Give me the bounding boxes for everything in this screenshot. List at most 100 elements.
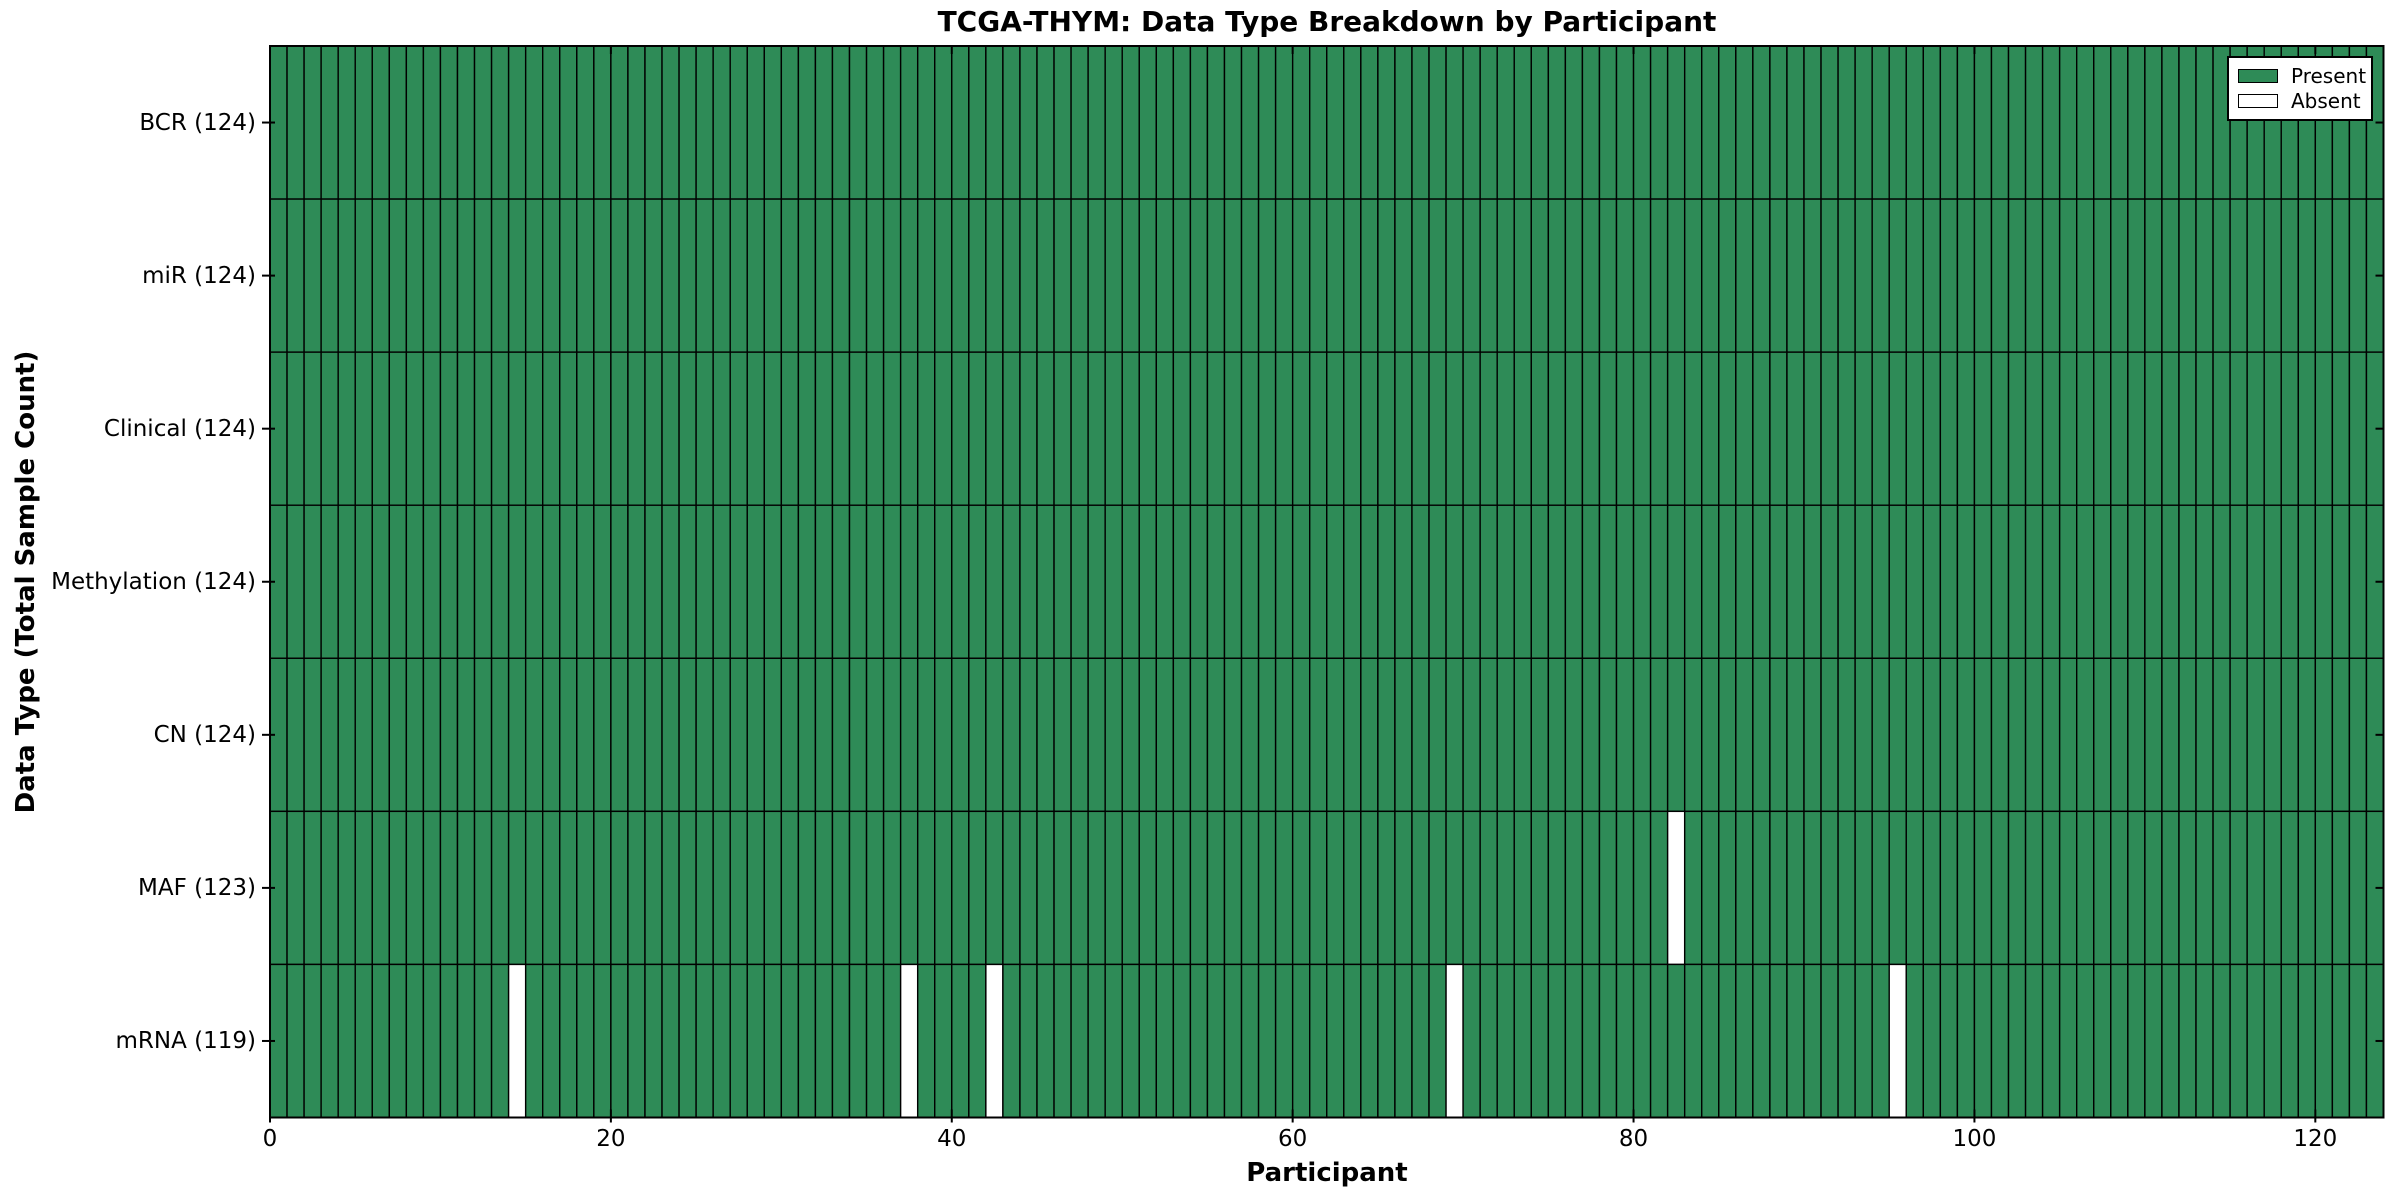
matrix-cell xyxy=(644,810,663,966)
matrix-cell xyxy=(2093,810,2112,966)
matrix-cell xyxy=(848,198,868,353)
matrix-cell xyxy=(1973,198,1993,353)
matrix-cell xyxy=(1479,657,1498,813)
matrix-cell xyxy=(337,504,356,659)
matrix-cell xyxy=(1411,351,1430,506)
matrix-cell xyxy=(1683,810,1703,966)
matrix-cell xyxy=(1428,657,1447,813)
matrix-cell xyxy=(1309,963,1328,1119)
matrix-cell xyxy=(746,198,765,353)
matrix-cell xyxy=(1240,504,1260,659)
matrix-cell xyxy=(1905,963,1925,1119)
matrix-cell xyxy=(1172,657,1192,813)
matrix-cell xyxy=(1121,504,1140,659)
matrix-cell xyxy=(1291,657,1311,813)
matrix-cell xyxy=(542,810,561,966)
matrix-cell xyxy=(1615,963,1635,1119)
matrix-cell xyxy=(1666,351,1686,506)
matrix-cell xyxy=(2314,810,2334,966)
matrix-cell xyxy=(1735,810,1754,966)
matrix-cell xyxy=(2178,351,2197,506)
matrix-cell xyxy=(473,351,493,506)
matrix-cell xyxy=(1564,45,1584,200)
matrix-cell xyxy=(1718,45,1737,200)
matrix-cell xyxy=(1888,810,1907,966)
matrix-cell xyxy=(2144,198,2163,353)
matrix-cell xyxy=(865,657,885,813)
matrix-cell xyxy=(865,963,885,1119)
matrix-cell xyxy=(1888,351,1907,506)
matrix-cell xyxy=(968,657,987,813)
matrix-cell xyxy=(422,351,442,506)
matrix-cell xyxy=(507,198,527,353)
matrix-cell xyxy=(1666,810,1686,966)
matrix-cell xyxy=(337,810,356,966)
matrix-cell xyxy=(2331,504,2351,659)
matrix-cell xyxy=(2314,351,2334,506)
matrix-cell xyxy=(1990,351,2010,506)
matrix-cell xyxy=(1990,810,2010,966)
matrix-cell xyxy=(1871,45,1890,200)
matrix-cell xyxy=(1803,198,1822,353)
matrix-cell xyxy=(1445,810,1464,966)
matrix-cell xyxy=(1632,810,1652,966)
matrix-cell xyxy=(422,504,442,659)
matrix-cell xyxy=(1513,45,1532,200)
matrix-cell xyxy=(1871,504,1890,659)
matrix-cell xyxy=(1206,45,1226,200)
matrix-cell xyxy=(1803,657,1822,813)
matrix-cell xyxy=(1155,504,1175,659)
matrix-cell xyxy=(1257,351,1277,506)
matrix-cell xyxy=(303,963,322,1119)
matrix-cell xyxy=(763,351,783,506)
matrix-cell xyxy=(1445,504,1464,659)
matrix-cell xyxy=(456,810,476,966)
matrix-cell xyxy=(1377,657,1396,813)
matrix-cell xyxy=(1905,45,1925,200)
matrix-cell xyxy=(644,45,663,200)
matrix-cell xyxy=(542,351,561,506)
matrix-cell xyxy=(848,810,868,966)
matrix-cell xyxy=(746,504,765,659)
matrix-cell xyxy=(1649,657,1669,813)
matrix-cell xyxy=(1428,504,1447,659)
matrix-cell xyxy=(2058,45,2078,200)
matrix-cell xyxy=(1564,810,1584,966)
matrix-cell xyxy=(1820,657,1839,813)
matrix-cell xyxy=(1632,504,1652,659)
matrix-cell xyxy=(2263,810,2282,966)
matrix-cell xyxy=(644,351,663,506)
matrix-cell xyxy=(1360,45,1379,200)
matrix-cell xyxy=(2348,504,2368,659)
matrix-cell xyxy=(746,351,765,506)
matrix-cell xyxy=(678,963,697,1119)
matrix-cell xyxy=(1462,810,1481,966)
matrix-cell xyxy=(593,351,612,506)
matrix-cell xyxy=(2314,504,2334,659)
matrix-cell xyxy=(1735,963,1754,1119)
matrix-cell xyxy=(371,504,391,659)
matrix-cell xyxy=(1462,504,1481,659)
matrix-cell xyxy=(1530,810,1550,966)
matrix-cell xyxy=(763,45,783,200)
matrix-cell xyxy=(1530,45,1550,200)
matrix-cell xyxy=(439,657,459,813)
matrix-cell xyxy=(507,351,527,506)
matrix-cell xyxy=(1479,810,1498,966)
matrix-cell xyxy=(337,351,356,506)
matrix-cell xyxy=(1718,504,1737,659)
matrix-cell xyxy=(2127,810,2146,966)
matrix-cell xyxy=(1666,198,1686,353)
matrix-cell xyxy=(712,504,731,659)
matrix-cell xyxy=(916,198,936,353)
matrix-cell xyxy=(2246,657,2265,813)
matrix-cell xyxy=(763,810,783,966)
matrix-cell xyxy=(1769,657,1788,813)
matrix-cell xyxy=(1002,198,1021,353)
matrix-cell xyxy=(1104,504,1123,659)
matrix-cell xyxy=(1104,45,1123,200)
row-MAF xyxy=(269,810,2385,966)
matrix-cell xyxy=(1598,351,1618,506)
matrix-cell xyxy=(1002,963,1021,1119)
matrix-cell xyxy=(1172,351,1192,506)
